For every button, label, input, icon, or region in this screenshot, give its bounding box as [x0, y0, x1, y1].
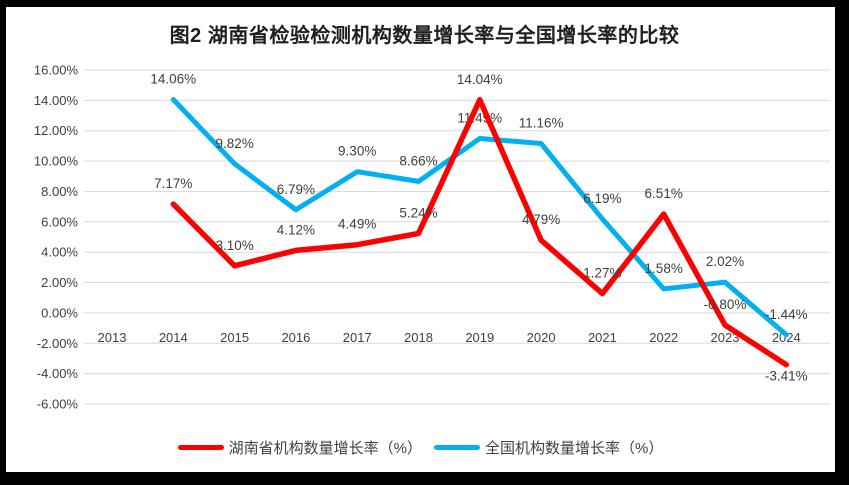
data-label-series-1: 8.66% — [399, 153, 437, 168]
y-axis-tick-label: -6.00% — [37, 397, 79, 412]
x-axis-tick-label: 2017 — [343, 330, 372, 345]
y-axis-tick-label: 4.00% — [41, 245, 78, 260]
data-label-series-0: 14.04% — [457, 72, 503, 87]
x-axis-tick-label: 2019 — [465, 330, 494, 345]
y-axis-tick-label: -2.00% — [37, 336, 79, 351]
y-axis-tick-label: -4.00% — [37, 366, 79, 381]
x-axis-tick-label: 2022 — [649, 330, 678, 345]
legend-swatch-blue-line — [434, 444, 480, 450]
series-line-0 — [170, 97, 790, 368]
data-label-series-0: 1.27% — [583, 266, 621, 281]
data-label-series-1: 9.82% — [215, 136, 253, 151]
series-line-1 — [170, 97, 789, 338]
data-label-series-1: 9.30% — [338, 144, 376, 159]
x-axis-tick-label: 2015 — [220, 330, 249, 345]
y-axis-tick-label: 6.00% — [41, 214, 78, 229]
legend-label-national: 全国机构数量增长率（%） — [485, 439, 664, 457]
data-label-series-0: 3.10% — [215, 238, 253, 253]
data-label-series-0: 4.49% — [338, 217, 376, 232]
x-axis-tick-label: 2024 — [772, 330, 801, 345]
data-label-series-1: 14.06% — [150, 72, 196, 87]
chart-legend: 湖南省机构数量增长率（%） 全国机构数量增长率（%） — [6, 437, 835, 457]
y-axis-tick-label: 12.00% — [34, 123, 79, 138]
x-axis-tick-label: 2020 — [527, 330, 556, 345]
x-axis-tick-label: 2013 — [98, 330, 127, 345]
x-axis-tick-label: 2021 — [588, 330, 617, 345]
data-label-series-1: 1.58% — [645, 261, 683, 276]
legend-label-hunan: 湖南省机构数量增长率（%） — [228, 439, 422, 457]
x-axis-tick-label: 2018 — [404, 330, 433, 345]
data-label-series-1: 2.02% — [706, 254, 744, 269]
data-label-series-1: 6.79% — [277, 182, 315, 197]
y-axis-tick-label: 16.00% — [34, 63, 79, 78]
y-axis-tick-label: 0.00% — [41, 305, 78, 320]
data-label-series-1: -1.44% — [765, 307, 808, 322]
data-label-series-0: 5.24% — [399, 205, 437, 220]
data-label-series-0: 7.17% — [154, 176, 192, 191]
x-axis-tick-label: 2014 — [159, 330, 188, 345]
data-label-series-1: 11.16% — [519, 116, 564, 131]
data-label-series-0: 6.51% — [645, 186, 683, 201]
x-axis-tick-label: 2016 — [281, 330, 310, 345]
x-axis-tick-label: 2023 — [711, 330, 740, 345]
chart-title: 图2 湖南省检验检测机构数量增长率与全国增长率的比较 — [169, 25, 680, 47]
y-axis-tick-label: 14.00% — [34, 93, 79, 108]
data-label-series-0: -3.41% — [765, 369, 808, 384]
data-label-series-1: 11.49% — [457, 111, 502, 126]
y-axis-tick-label: 8.00% — [41, 184, 78, 199]
y-axis-tick-label: 10.00% — [34, 154, 79, 169]
data-label-series-0: 4.12% — [277, 222, 315, 237]
legend-item-national: 全国机构数量增长率（%） — [434, 437, 663, 458]
legend-swatch-red-line — [177, 444, 224, 450]
data-label-series-1: 6.19% — [583, 191, 621, 206]
data-label-series-0: -0.80% — [704, 297, 747, 312]
legend-item-hunan: 湖南省机构数量增长率（%） — [177, 437, 422, 458]
y-axis-tick-label: 2.00% — [41, 275, 78, 290]
data-label-series-0: 4.79% — [522, 212, 560, 227]
